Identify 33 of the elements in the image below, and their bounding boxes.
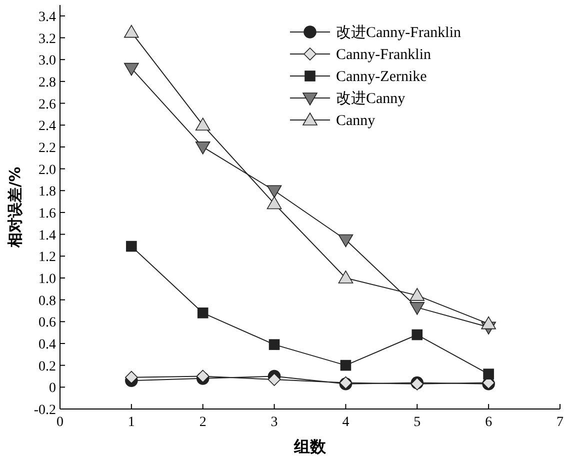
y-tick-label: 0 (49, 381, 56, 396)
y-tick-label: 2.8 (38, 75, 56, 90)
y-tick-label: 1.0 (38, 272, 56, 287)
x-tick-label: 7 (556, 415, 564, 430)
x-tick-label: 3 (270, 415, 278, 430)
y-tick-label: 3.4 (38, 10, 56, 25)
y-tick-label: 0.8 (38, 294, 56, 309)
y-tick-label: 1.2 (38, 250, 56, 266)
y-tick-label: 2.6 (38, 97, 56, 112)
legend-label: Canny-Zernike (336, 69, 428, 85)
x-tick-label: 5 (414, 415, 421, 430)
x-tick-label: 1 (128, 415, 135, 430)
y-tick-label: -0.2 (34, 403, 56, 418)
x-tick-label: 2 (199, 415, 206, 430)
legend-label: Canny (336, 113, 376, 129)
x-axis-title: 组数 (293, 437, 327, 456)
y-tick-label: 2.4 (38, 119, 56, 134)
y-tick-label: 3.0 (38, 54, 56, 69)
x-tick-label: 6 (485, 415, 492, 430)
legend-label: 改进Canny (336, 90, 406, 107)
y-tick-label: 1.4 (38, 228, 56, 244)
y-tick-label: 1.6 (38, 206, 56, 222)
y-tick-label: 1.8 (38, 184, 56, 200)
y-tick-label: 2.2 (38, 140, 56, 156)
y-axis-title: 相对误差/% (6, 166, 24, 248)
x-tick-label: 4 (342, 415, 350, 430)
y-tick-label: 3.2 (38, 32, 56, 47)
y-tick-label: 0.2 (38, 359, 56, 374)
legend-label: 改进Canny-Franklin (336, 24, 462, 41)
legend-label: Canny-Franklin (336, 47, 432, 63)
y-tick-label: 0.6 (38, 316, 56, 331)
y-tick-label: 0.4 (38, 337, 56, 352)
y-tick-label: 2.0 (38, 162, 56, 178)
